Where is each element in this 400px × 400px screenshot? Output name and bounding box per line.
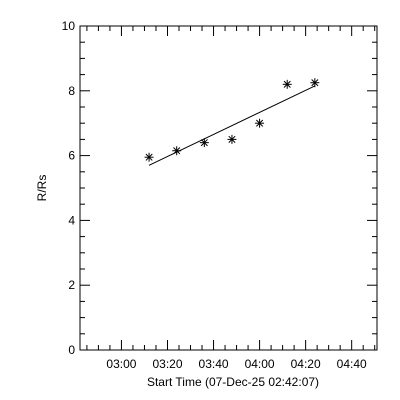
plot-frame	[79, 25, 378, 351]
data-point	[310, 78, 320, 88]
data-point	[227, 134, 237, 144]
data-point	[282, 79, 292, 89]
x-tick-label: 03:40	[199, 357, 229, 371]
x-tick-label: 04:20	[291, 357, 321, 371]
y-tick-label: 4	[68, 213, 75, 227]
y-tick-label: 2	[68, 278, 75, 292]
data-point	[255, 118, 265, 128]
y-axis-label: R/Rs	[35, 175, 49, 202]
x-tick-label: 03:00	[106, 357, 136, 371]
y-tick-label: 8	[68, 84, 75, 98]
data-point	[144, 152, 154, 162]
data-point	[199, 138, 209, 148]
x-tick-label: 04:00	[245, 357, 275, 371]
y-tick-label: 0	[68, 343, 75, 357]
y-tick-label: 6	[68, 149, 75, 163]
x-tick-label: 03:20	[152, 357, 182, 371]
x-axis-label: Start Time (07-Dec-25 02:42:07)	[147, 375, 319, 389]
y-tick-label: 10	[62, 19, 76, 33]
data-point	[172, 146, 182, 156]
x-tick-label: 04:40	[337, 357, 367, 371]
